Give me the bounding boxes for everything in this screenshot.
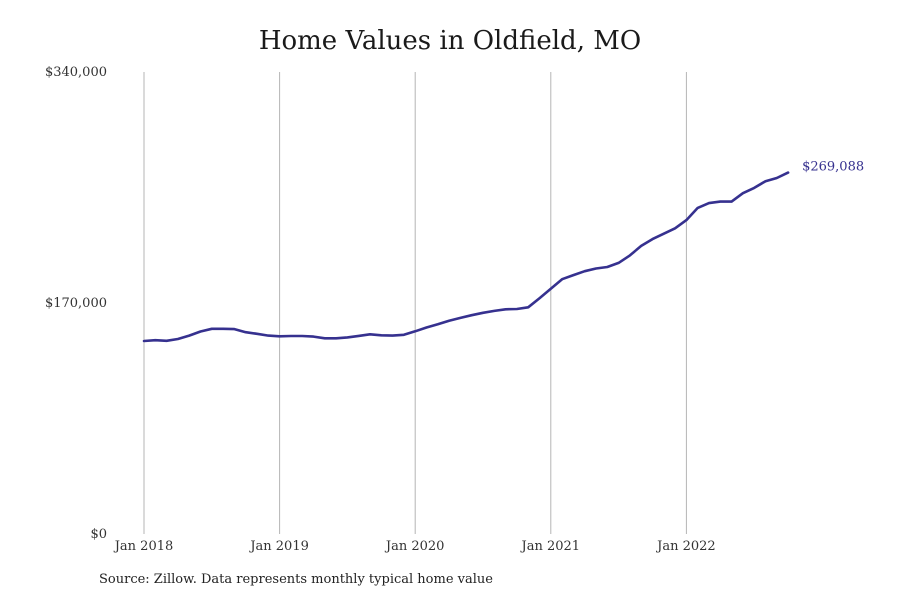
y-tick-label: $170,000 <box>45 296 107 311</box>
series-line <box>142 171 790 343</box>
y-tick-label: $340,000 <box>45 65 107 80</box>
y-tick-label: $0 <box>90 527 107 542</box>
y-axis-tick-labels: $0 $170,000 $340,000 <box>45 65 107 542</box>
source-note: Source: Zillow. Data represents monthly … <box>99 572 493 587</box>
x-tick-label: Jan 2019 <box>248 539 309 554</box>
end-value-label: $269,088 <box>802 160 864 175</box>
end-label-layer: $269,088 <box>802 160 864 175</box>
x-tick-label: Jan 2022 <box>655 539 716 554</box>
x-tick-label: Jan 2020 <box>384 539 445 554</box>
x-tick-label: Jan 2021 <box>520 539 581 554</box>
gridlines <box>143 72 687 534</box>
x-axis-tick-labels: Jan 2018 Jan 2019 Jan 2020 Jan 2021 Jan 2022 <box>113 539 716 554</box>
series-layer <box>142 171 790 343</box>
chart-title: Home Values in Oldfield, MO <box>258 26 642 56</box>
x-tick-label: Jan 2018 <box>113 539 174 554</box>
